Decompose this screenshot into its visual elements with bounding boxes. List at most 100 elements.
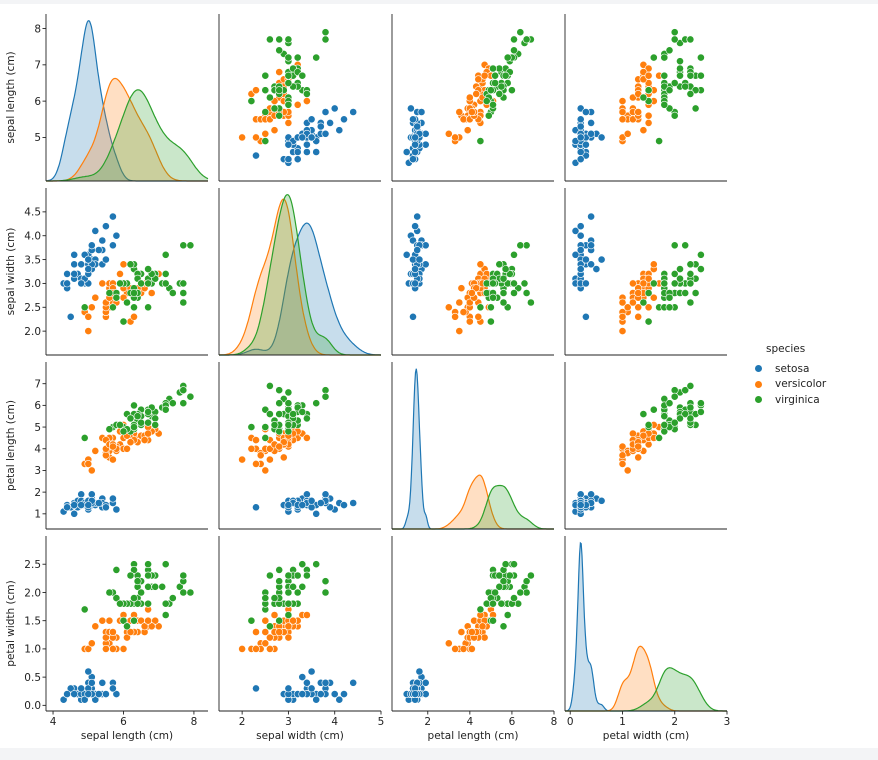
point-virginica-49 [284,420,293,429]
point-versicolor-34 [284,119,293,127]
point-virginica-32 [133,577,142,586]
point-virginica-21 [275,111,284,120]
point-versicolor-48 [444,303,453,312]
point-virginica-47 [284,79,293,87]
point-virginica-47 [670,418,679,427]
point-setosa-38 [284,155,293,164]
point-versicolor-34 [644,119,653,127]
point-virginica-31 [516,241,525,250]
point-setosa-44 [321,678,330,687]
point-setosa-40 [582,255,590,264]
point-virginica-33 [644,86,653,95]
point-virginica-10 [670,269,679,278]
point-virginica-9 [161,560,170,569]
point-virginica-6 [655,433,663,442]
point-setosa-33 [411,222,419,231]
panel-r2-c1 [218,362,381,530]
point-setosa-40 [307,684,316,693]
point-virginica-44 [298,407,307,416]
point-virginica-6 [476,605,485,614]
legend-label-versicolor: versicolor [775,378,827,391]
point-versicolor-35 [302,97,311,105]
point-virginica-39 [151,582,160,591]
point-virginica-6 [261,433,270,442]
legend-item-versicolor: versicolor [748,377,868,393]
point-setosa-36 [102,690,110,698]
point-versicolor-49 [467,628,476,636]
point-virginica-47 [137,418,145,427]
point-versicolor-21 [465,93,474,102]
point-virginica-21 [670,111,679,120]
point-setosa-49 [298,501,307,509]
point-virginica-33 [130,289,138,297]
point-virginica-22 [179,386,188,395]
y-tick-label: 4 [34,444,41,456]
point-virginica-25 [293,53,302,62]
point-virginica-29 [284,611,293,619]
panel-r1-c2 [391,188,554,356]
point-versicolor-48 [623,129,632,138]
point-setosa-31 [587,119,595,127]
point-setosa-44 [421,678,430,687]
point-versicolor-41 [639,279,648,288]
point-virginica-17 [522,577,531,586]
point-setosa-45 [411,140,419,149]
point-setosa-45 [411,279,419,288]
x-tick-label: 4 [331,716,338,728]
point-virginica-9 [510,250,518,259]
point-virginica-29 [649,53,658,62]
point-setosa-33 [340,501,348,509]
point-virginica-33 [275,616,284,625]
point-versicolor-26 [147,289,156,297]
point-versicolor-29 [455,108,464,116]
point-virginica-34 [265,93,274,102]
panel-r3-c0 [45,536,208,712]
x-tick-label: 6 [509,716,516,728]
point-versicolor-23 [123,633,131,642]
point-virginica-32 [681,82,690,91]
point-setosa-37 [571,250,580,259]
point-setosa-45 [582,140,590,149]
point-versicolor-49 [275,628,284,636]
point-virginica-31 [516,28,525,37]
point-versicolor-36 [144,616,152,625]
point-setosa-49 [576,501,585,509]
point-setosa-43 [597,133,606,142]
point-setosa-36 [307,115,316,124]
point-versicolor-29 [109,645,117,653]
point-virginica-9 [312,560,321,569]
point-versicolor-22 [644,303,653,312]
point-setosa-48 [316,499,325,507]
point-versicolor-48 [87,466,96,475]
point-virginica-35 [510,279,518,288]
y-tick-label: 2.0 [24,326,41,338]
point-virginica-14 [112,566,121,574]
point-virginica-34 [123,622,131,631]
point-virginica-29 [649,405,658,414]
point-virginica-48 [495,260,504,269]
point-setosa-45 [284,501,293,509]
point-virginica-14 [691,289,700,297]
point-versicolor-43 [451,312,459,321]
point-setosa-6 [302,148,311,156]
point-setosa-14 [406,104,415,113]
point-virginica-17 [321,35,330,44]
point-versicolor-31 [256,451,265,460]
point-versicolor-43 [618,312,627,321]
point-virginica-44 [501,265,510,273]
point-virginica-30 [275,399,284,408]
y-tick-label: 5 [34,132,41,144]
x-tick-label: 2 [671,716,678,728]
x-tick-label: 3 [724,716,731,728]
point-versicolor-9 [91,446,100,455]
y-tick-label: 1 [34,509,41,521]
point-setosa-45 [284,684,293,693]
point-setosa-36 [576,115,585,124]
point-versicolor-23 [629,93,637,102]
point-versicolor-43 [252,645,260,653]
point-virginica-34 [639,410,648,418]
y-tick-label: 3 [34,465,41,477]
kde-line-setosa-1 [219,222,381,356]
point-setosa-43 [597,255,606,264]
point-virginica-17 [681,241,690,250]
